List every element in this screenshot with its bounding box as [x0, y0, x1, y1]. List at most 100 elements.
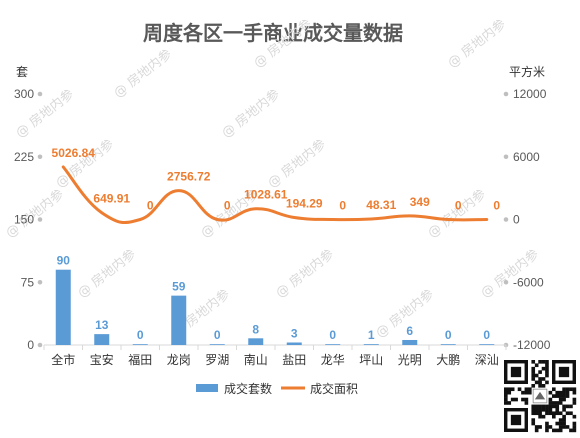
qr-module: [545, 421, 549, 426]
line-data-label: 0: [224, 199, 231, 213]
qr-module: [565, 390, 570, 395]
qr-module: [545, 408, 549, 412]
qr-module: [541, 384, 546, 388]
qr-module: [514, 397, 518, 402]
bar-series: [55, 269, 495, 345]
left-axis-tick-label: 150: [14, 213, 34, 227]
qr-module: [524, 397, 529, 402]
right-axis-tick-label: -6000: [513, 275, 544, 289]
qr-module: [538, 404, 542, 409]
qr-module: [558, 425, 563, 429]
qr-module: [562, 421, 566, 426]
qr-module: [545, 380, 549, 385]
line-data-label: 0: [493, 199, 500, 213]
qr-module: [541, 404, 546, 409]
qr-module: [562, 408, 566, 412]
qr-module: [545, 373, 549, 378]
qr-module: [538, 425, 542, 429]
right-axis-tick-label: 6000: [513, 150, 540, 164]
qr-module: [528, 387, 532, 392]
qr-module: [534, 373, 539, 378]
bar-data-label: 3: [291, 326, 298, 340]
qr-module: [569, 404, 573, 409]
qr-module: [541, 377, 546, 381]
watermark-text: @ 房地内参: [373, 286, 437, 341]
qr-module: [531, 411, 536, 416]
watermark-text: @ 房地内参: [219, 86, 283, 141]
axes: 075150225300-12000-60000600012000全市 宝安 福田龙…: [14, 87, 551, 367]
qr-module: [531, 421, 536, 426]
qr-module: [562, 394, 566, 398]
right-axis-tick-mark: [503, 91, 509, 97]
qr-module: [510, 397, 515, 402]
qr-module: [507, 390, 512, 395]
bar: [132, 344, 148, 345]
qr-module: [504, 401, 508, 405]
area-line: [61, 165, 489, 225]
qr-module: [562, 390, 566, 395]
qr-module: [504, 387, 508, 392]
qr-module: [552, 387, 556, 392]
qr-module: [504, 397, 508, 402]
bar: [286, 342, 302, 345]
qr-module: [558, 421, 563, 426]
qr-module: [545, 428, 549, 433]
right-axis-tick-label: -12000: [513, 338, 551, 352]
qr-module: [538, 380, 542, 385]
qr-module: [548, 425, 553, 429]
watermark-layer: @ 房地内参 @ 房地内参@ 房地内参@ 房地内参 @ 房地内参@ 房地内参 @ 房地…: [3, 16, 542, 341]
qr-module: [524, 401, 529, 405]
legend-bar-swatch: [196, 384, 218, 392]
qr-module: [545, 404, 549, 409]
legend-line-label: 成交面积: [310, 381, 358, 396]
qr-module: [534, 408, 539, 412]
bar-data-label: 8: [252, 322, 259, 336]
qr-module: [531, 373, 536, 378]
left-axis-tick-mark: [37, 342, 43, 348]
bar: [94, 334, 110, 345]
line-data-label: 0: [147, 199, 154, 213]
watermark-text: @ 房地内参: [53, 136, 117, 191]
qr-module: [538, 414, 542, 419]
x-axis-category-label: 龙华: [321, 353, 345, 367]
bar: [248, 338, 264, 345]
legend: 成交套数 成交面积: [196, 381, 358, 396]
x-axis-category-label: 宝安: [90, 352, 114, 367]
qr-module: [552, 401, 556, 405]
left-axis-tick-mark: [37, 217, 43, 222]
qr-module: [555, 390, 560, 395]
qr-module: [562, 404, 566, 409]
qr-module: [555, 408, 560, 412]
x-axis-category-label: 龙岗: [167, 353, 191, 367]
left-axis-tick-label: 75: [21, 275, 35, 289]
left-axis-tick-label: 0: [27, 338, 34, 352]
line-data-label: 0: [339, 199, 346, 213]
qr-module: [534, 404, 539, 409]
qr-module: [545, 363, 549, 368]
qr-module: [538, 370, 542, 374]
qr-module: [558, 428, 563, 433]
watermark-text: @ 房地内参: [265, 136, 329, 191]
qr-module: [565, 387, 570, 392]
right-axis-tick-mark: [503, 154, 509, 160]
qr-module: [504, 394, 508, 398]
x-axis-category-label: 坪山: [359, 353, 383, 367]
bar: [363, 344, 379, 345]
qr-module: [572, 401, 577, 405]
qr-module: [548, 411, 553, 416]
qr-module: [572, 428, 577, 433]
bar: [479, 344, 495, 345]
qr-module: [565, 425, 570, 429]
qr-finder: [558, 366, 570, 378]
bar-data-label: 0: [445, 328, 452, 342]
x-axis-category-label: 南山: [244, 352, 268, 367]
line-data-label: 48.31: [366, 198, 396, 212]
left-axis-tick-mark: [37, 91, 43, 97]
qr-module: [545, 425, 549, 429]
bar-data-label: 1: [368, 328, 375, 342]
bar: [171, 295, 187, 345]
data-labels: 90 13 0 59 0 8 3 0 1 6 0 0 5026.84 649.91 0 2756.72 0 102…: [52, 146, 501, 342]
line-data-label: 5026.84: [52, 146, 96, 160]
qr-module: [552, 411, 556, 416]
qr-module: [528, 390, 532, 395]
